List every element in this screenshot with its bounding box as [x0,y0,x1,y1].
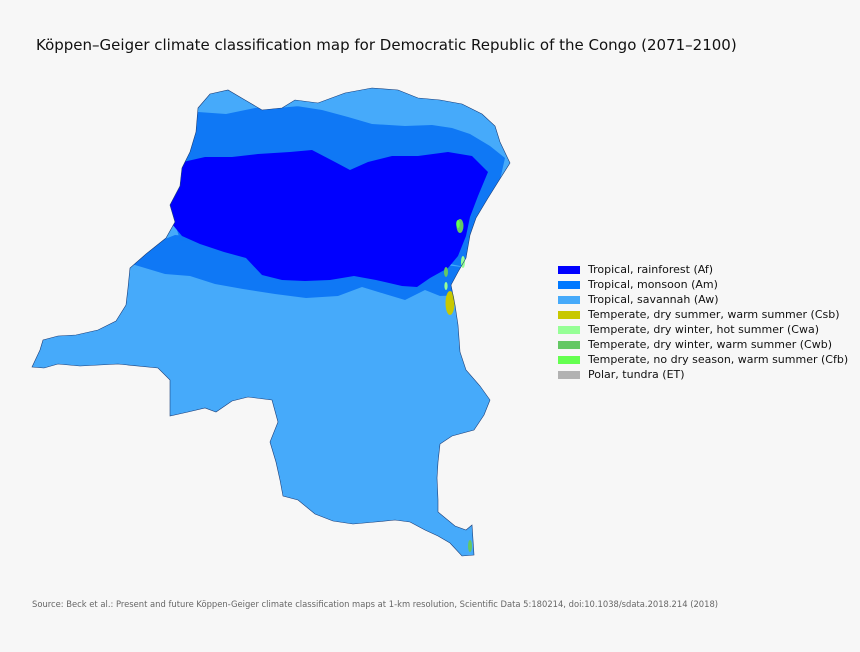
zone-af [170,150,488,287]
legend-label-et: Polar, tundra (ET) [588,368,685,381]
legend-swatch-aw [558,295,580,304]
legend-item-cwa: Temperate, dry winter, hot summer (Cwa) [558,322,848,337]
legend-swatch-am [558,280,580,289]
legend-swatch-et [558,370,580,379]
legend-swatch-cwb [558,340,580,349]
map-title: Köppen–Geiger climate classification map… [36,36,737,54]
legend-label-cwb: Temperate, dry winter, warm summer (Cwb) [588,338,832,351]
legend-item-csb: Temperate, dry summer, warm summer (Csb) [558,307,848,322]
legend-label-cfb: Temperate, no dry season, warm summer (C… [588,353,849,366]
legend-item-aw: Tropical, savannah (Aw) [558,292,848,307]
legend-label-aw: Tropical, savannah (Aw) [588,293,719,306]
legend-label-af: Tropical, rainforest (Af) [588,263,714,276]
zone-cwb-patch-2 [444,267,448,277]
legend-item-cwb: Temperate, dry winter, warm summer (Cwb) [558,337,848,352]
legend-label-am: Tropical, monsoon (Am) [588,278,718,291]
legend-swatch-af [558,265,580,274]
legend-item-et: Polar, tundra (ET) [558,367,848,382]
legend-label-cwa: Temperate, dry winter, hot summer (Cwa) [588,323,819,336]
legend-label-csb: Temperate, dry summer, warm summer (Csb) [588,308,840,321]
zone-cfb-patch [456,220,460,228]
legend-swatch-csb [558,310,580,319]
source-note: Source: Beck et al.: Present and future … [32,599,719,609]
zone-cwa-patch-2 [444,282,448,290]
legend-item-af: Tropical, rainforest (Af) [558,262,848,277]
legend-swatch-cwa [558,325,580,334]
legend-item-cfb: Temperate, no dry season, warm summer (C… [558,352,848,367]
zone-cwb-patch-3 [468,540,472,552]
zone-csb-patch [445,291,455,315]
legend: Tropical, rainforest (Af) Tropical, mons… [558,262,848,382]
legend-item-am: Tropical, monsoon (Am) [558,277,848,292]
legend-swatch-cfb [558,355,580,364]
